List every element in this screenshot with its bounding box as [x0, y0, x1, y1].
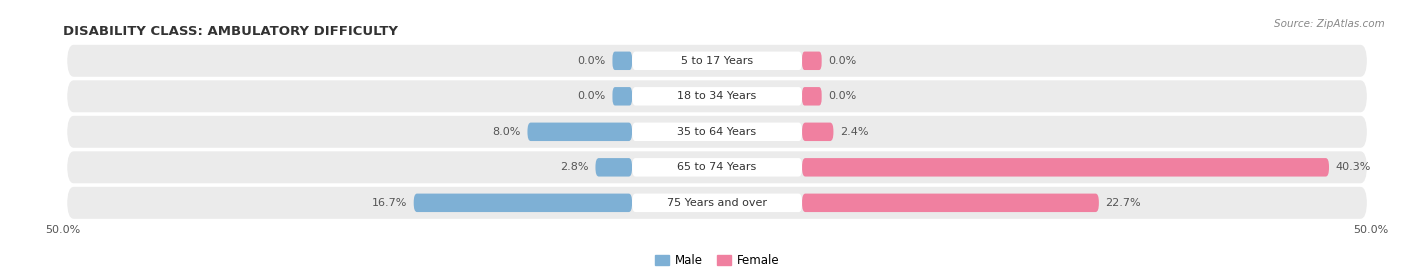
FancyBboxPatch shape [613, 52, 633, 70]
FancyBboxPatch shape [67, 80, 1367, 112]
Text: 18 to 34 Years: 18 to 34 Years [678, 91, 756, 101]
Text: 2.8%: 2.8% [561, 162, 589, 172]
Text: 0.0%: 0.0% [578, 91, 606, 101]
FancyBboxPatch shape [67, 45, 1367, 77]
Text: 2.4%: 2.4% [839, 127, 869, 137]
Text: 75 Years and over: 75 Years and over [666, 198, 768, 208]
FancyBboxPatch shape [67, 116, 1367, 148]
Text: 65 to 74 Years: 65 to 74 Years [678, 162, 756, 172]
FancyBboxPatch shape [801, 158, 1329, 176]
FancyBboxPatch shape [67, 187, 1367, 219]
FancyBboxPatch shape [527, 123, 633, 141]
Text: 0.0%: 0.0% [828, 56, 856, 66]
Text: 8.0%: 8.0% [492, 127, 520, 137]
Text: 0.0%: 0.0% [828, 91, 856, 101]
Legend: Male, Female: Male, Female [650, 249, 785, 269]
FancyBboxPatch shape [633, 158, 801, 176]
Text: 5 to 17 Years: 5 to 17 Years [681, 56, 754, 66]
FancyBboxPatch shape [633, 87, 801, 105]
Text: 22.7%: 22.7% [1105, 198, 1142, 208]
Text: 0.0%: 0.0% [578, 56, 606, 66]
Text: 40.3%: 40.3% [1336, 162, 1371, 172]
FancyBboxPatch shape [67, 151, 1367, 183]
FancyBboxPatch shape [801, 194, 1099, 212]
FancyBboxPatch shape [801, 52, 821, 70]
Text: Source: ZipAtlas.com: Source: ZipAtlas.com [1274, 19, 1385, 29]
FancyBboxPatch shape [413, 194, 633, 212]
FancyBboxPatch shape [801, 123, 834, 141]
Text: 35 to 64 Years: 35 to 64 Years [678, 127, 756, 137]
Text: 16.7%: 16.7% [371, 198, 408, 208]
FancyBboxPatch shape [633, 194, 801, 212]
FancyBboxPatch shape [596, 158, 633, 176]
FancyBboxPatch shape [633, 52, 801, 70]
FancyBboxPatch shape [613, 87, 633, 105]
FancyBboxPatch shape [633, 123, 801, 141]
Text: DISABILITY CLASS: AMBULATORY DIFFICULTY: DISABILITY CLASS: AMBULATORY DIFFICULTY [63, 25, 398, 38]
FancyBboxPatch shape [801, 87, 821, 105]
